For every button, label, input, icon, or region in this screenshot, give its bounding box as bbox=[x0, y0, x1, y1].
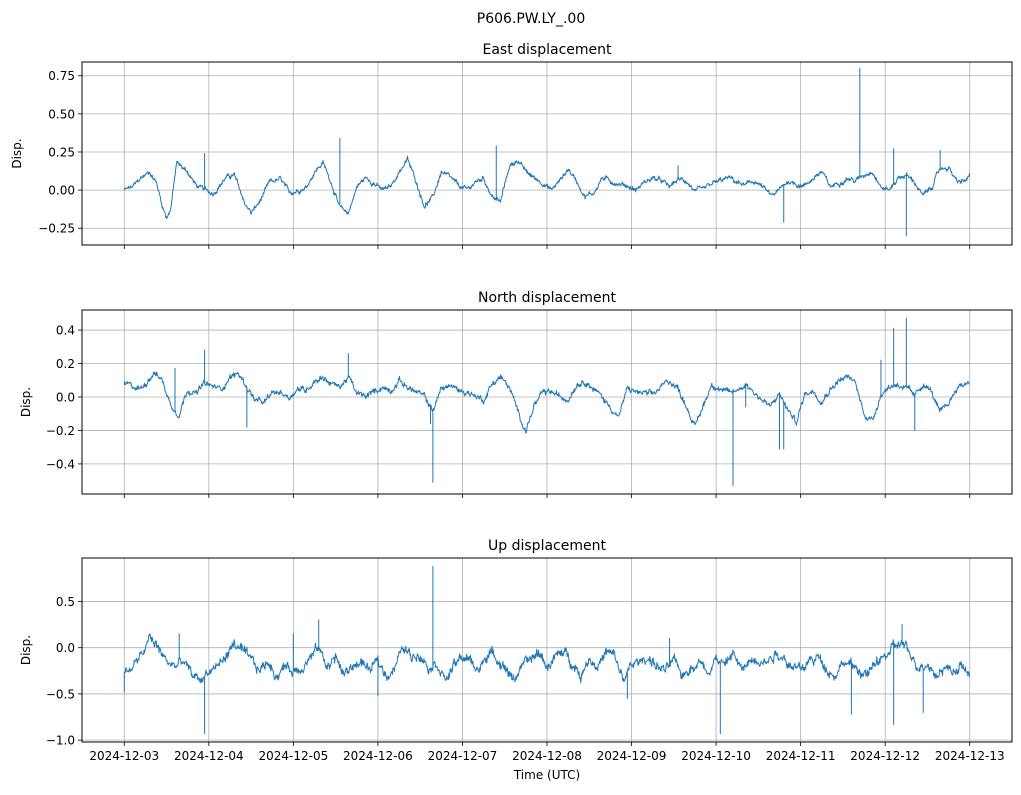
east-axes-title: East displacement bbox=[482, 42, 612, 58]
east-y-tick-label: 0.50 bbox=[48, 107, 75, 121]
north-axes-title: North displacement bbox=[478, 290, 616, 306]
up-x-tick-label: 2024-12-11 bbox=[766, 749, 836, 763]
east-axes: 0.75 0.50 0.25 0.00 −0.25 East displacement Di… bbox=[10, 42, 1013, 249]
up-x-tick-label: 2024-12-03 bbox=[89, 749, 159, 763]
up-x-tick-label: 2024-12-13 bbox=[935, 749, 1005, 763]
east-y-tick-label: −0.25 bbox=[38, 222, 75, 236]
east-y-tick-label: 0.00 bbox=[48, 184, 75, 198]
up-x-tick-label: 2024-12-06 bbox=[343, 749, 413, 763]
east-y-axis-label: Disp. bbox=[10, 138, 24, 168]
up-y-axis-label: Disp. bbox=[19, 635, 33, 665]
up-y-tick-label: −1.0 bbox=[46, 734, 75, 748]
up-x-tick-label: 2024-12-07 bbox=[428, 749, 498, 763]
up-x-tick-label: 2024-12-09 bbox=[597, 749, 667, 763]
north-series-line bbox=[123, 317, 970, 487]
north-y-tick-label: 0.2 bbox=[56, 357, 75, 371]
up-x-tick-label: 2024-12-08 bbox=[512, 749, 582, 763]
up-x-tick-label: 2024-12-04 bbox=[174, 749, 244, 763]
north-y-tick-label: 0.0 bbox=[56, 390, 75, 404]
north-y-tick-label: 0.4 bbox=[56, 324, 75, 338]
up-x-axis-label: Time (UTC) bbox=[513, 768, 580, 782]
east-series-line bbox=[123, 67, 971, 237]
up-y-tick-label: 0.0 bbox=[56, 641, 75, 655]
up-axes-title: Up displacement bbox=[488, 538, 606, 554]
east-y-tick-label: 0.25 bbox=[48, 145, 75, 159]
up-x-tick-label: 2024-12-12 bbox=[850, 749, 920, 763]
north-axes: 0.4 0.2 0.0 −0.2 −0.4 North displacement Disp. bbox=[19, 290, 1013, 498]
north-y-axis-label: Disp. bbox=[19, 387, 33, 417]
up-x-tick-label: 2024-12-10 bbox=[681, 749, 751, 763]
up-axes: 2024-12-03 2024-12-04 2024-12-05 2024-12-06… bbox=[19, 538, 1013, 782]
east-y-tick-label: 0.75 bbox=[48, 69, 75, 83]
up-series-line bbox=[123, 565, 971, 735]
up-y-tick-label: −0.5 bbox=[46, 687, 75, 701]
north-y-tick-label: −0.2 bbox=[46, 424, 75, 438]
up-y-tick-label: 0.5 bbox=[56, 595, 75, 609]
north-y-tick-label: −0.4 bbox=[46, 457, 75, 471]
figure-suptitle: P606.PW.LY_.00 bbox=[477, 11, 586, 27]
up-x-tick-label: 2024-12-05 bbox=[258, 749, 328, 763]
